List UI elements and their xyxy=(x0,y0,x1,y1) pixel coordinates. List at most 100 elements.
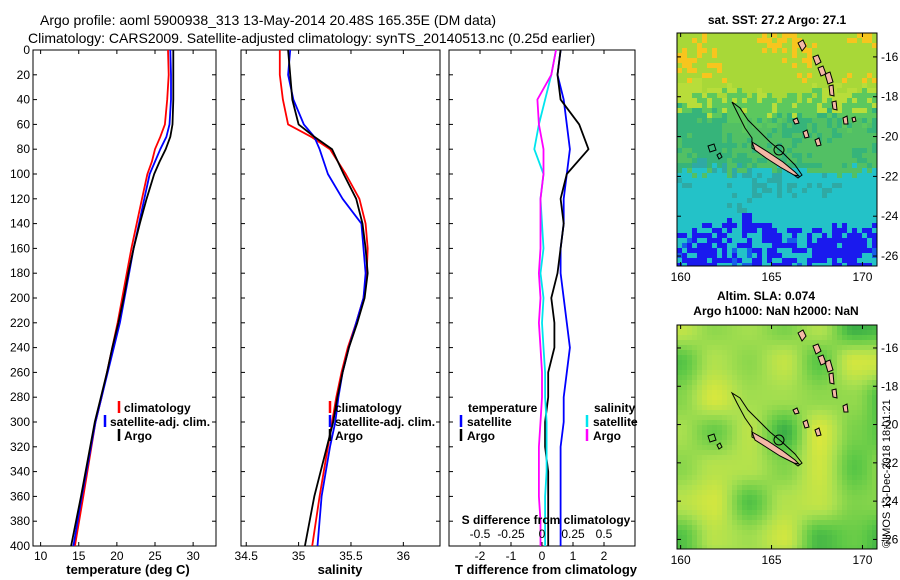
sla-cell xyxy=(747,485,753,491)
x-tick-label: -1 xyxy=(506,549,517,563)
sla-cell xyxy=(797,545,803,549)
sla-cell xyxy=(702,365,708,371)
sst-cell xyxy=(712,38,718,44)
sla-cell xyxy=(767,435,773,441)
sla-cell xyxy=(832,460,838,466)
sla-cell xyxy=(832,420,838,426)
sst-cell xyxy=(722,133,728,139)
sst-cell xyxy=(727,78,733,84)
sla-cell xyxy=(782,420,788,426)
sst-cell xyxy=(707,183,713,189)
x-tick-label: 35.5 xyxy=(339,549,363,563)
sla-cell xyxy=(747,415,753,421)
sst-cell xyxy=(797,243,803,249)
sla-cell xyxy=(772,525,778,531)
sst-cell xyxy=(677,163,683,169)
sla-cell xyxy=(802,540,808,546)
sla-cell xyxy=(847,360,853,366)
sla-cell xyxy=(782,355,788,361)
sst-cell xyxy=(717,68,723,74)
sla-cell xyxy=(832,325,838,331)
sst-cell xyxy=(687,223,693,229)
sla-cell xyxy=(742,515,748,521)
sst-cell xyxy=(707,218,713,224)
sla-cell xyxy=(712,375,718,381)
sst-cell xyxy=(857,48,863,54)
sst-cell xyxy=(712,203,718,209)
sst-cell xyxy=(742,193,748,199)
sst-cell xyxy=(732,123,738,129)
sst-cell xyxy=(852,163,858,169)
sla-cell xyxy=(722,520,728,526)
sla-cell xyxy=(692,355,698,361)
sst-cell xyxy=(842,63,848,69)
sst-cell xyxy=(757,173,763,179)
sla-cell xyxy=(802,365,808,371)
sst-cell xyxy=(862,248,868,254)
sst-cell xyxy=(807,138,813,144)
sla-cell xyxy=(767,455,773,461)
sst-cell xyxy=(777,48,783,54)
sla-cell xyxy=(737,360,743,366)
sla-cell xyxy=(772,345,778,351)
sst-cell xyxy=(827,253,833,259)
sla-cell xyxy=(837,470,843,476)
sst-cell xyxy=(702,243,708,249)
sla-cell xyxy=(847,475,853,481)
sla-cell xyxy=(857,345,863,351)
sst-cell xyxy=(732,38,738,44)
sla-cell xyxy=(812,375,818,381)
sla-cell xyxy=(732,410,738,416)
sla-cell xyxy=(717,335,723,341)
sst-cell xyxy=(802,78,808,84)
sst-cell xyxy=(722,43,728,49)
sla-cell xyxy=(792,515,798,521)
sla-cell xyxy=(757,540,763,546)
sla-cell xyxy=(812,325,818,331)
sst-cell xyxy=(862,243,868,249)
sla-cell xyxy=(847,530,853,536)
sla-cell xyxy=(782,505,788,511)
sla-cell xyxy=(752,410,758,416)
sst-cell xyxy=(867,118,873,124)
sla-cell xyxy=(837,390,843,396)
sla-cell xyxy=(727,450,733,456)
sla-cell xyxy=(742,510,748,516)
sla-cell xyxy=(702,460,708,466)
sst-cell xyxy=(697,98,703,104)
sla-cell xyxy=(792,535,798,541)
sla-cell xyxy=(732,520,738,526)
y-tick-label: 0 xyxy=(23,43,30,57)
sst-cell xyxy=(707,158,713,164)
sla-cell xyxy=(832,545,838,549)
sla-cell xyxy=(712,355,718,361)
sst-cell xyxy=(742,33,748,39)
sst-cell xyxy=(752,138,758,144)
sla-cell xyxy=(732,485,738,491)
sla-cell xyxy=(872,375,877,381)
sst-cell xyxy=(747,113,753,119)
sst-cell xyxy=(802,38,808,44)
difference-y-ticks xyxy=(449,49,635,547)
sla-cell xyxy=(722,350,728,356)
sla-cell xyxy=(787,370,793,376)
sla-cell xyxy=(682,490,688,496)
sla-cell xyxy=(742,350,748,356)
sla-cell xyxy=(847,440,853,446)
sst-cell xyxy=(817,43,823,49)
sla-cell xyxy=(692,340,698,346)
sla-cell xyxy=(772,545,778,549)
sst-cell xyxy=(697,243,703,249)
sla-cell xyxy=(867,510,873,516)
sst-cell xyxy=(717,48,723,54)
sst-cell xyxy=(767,173,773,179)
sla-cell xyxy=(837,460,843,466)
sla-cell xyxy=(682,540,688,546)
sla-cell xyxy=(822,420,828,426)
sst-cell xyxy=(697,68,703,74)
sst-cell xyxy=(732,203,738,209)
sla-cell xyxy=(767,335,773,341)
sst-cell xyxy=(677,133,683,139)
sst-cell xyxy=(782,248,788,254)
sst-cell xyxy=(707,248,713,254)
